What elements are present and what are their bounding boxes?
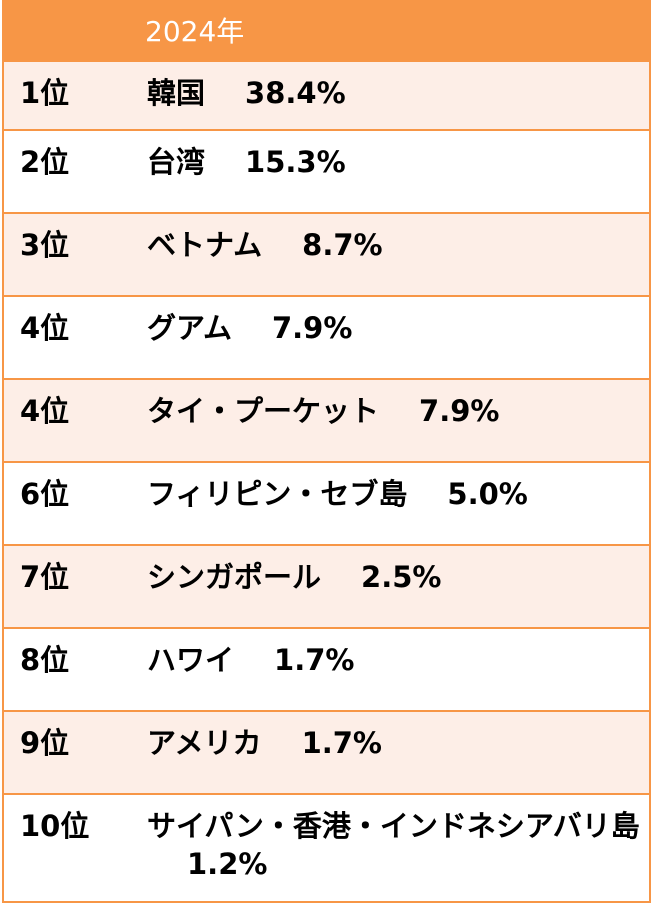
destination-name: ハワイ xyxy=(147,643,235,677)
table-row: 6位 フィリピン・セブ島 5.0% xyxy=(4,463,649,546)
destination-name: サイパン・香港・インドネシアバリ島 xyxy=(147,809,640,843)
share-value: 5.0% xyxy=(447,477,528,511)
rank-cell: 3位 xyxy=(20,228,70,262)
rank-cell: 1位 xyxy=(20,76,70,110)
table-row: 2位 台湾 15.3% xyxy=(4,131,649,214)
destination-cell: サイパン・香港・インドネシアバリ島 1.2% xyxy=(147,807,649,901)
destination-name: タイ・プーケット xyxy=(147,394,380,428)
destination-name: 韓国 xyxy=(147,76,206,110)
destination-name: シンガポール xyxy=(147,560,322,594)
rank-cell: 2位 xyxy=(20,145,70,179)
share-value: 7.9% xyxy=(271,311,353,345)
table-row: 4位 タイ・プーケット 7.9% xyxy=(4,380,649,463)
share-value: 1.7% xyxy=(274,643,355,677)
destination-cell: 台湾 15.3% xyxy=(147,143,649,212)
destination-name: アメリカ xyxy=(147,726,262,760)
share-value: 2.5% xyxy=(361,560,442,594)
share-value: 1.7% xyxy=(301,726,382,760)
destination-cell: アメリカ 1.7% xyxy=(147,724,649,793)
destination-cell: シンガポール 2.5% xyxy=(147,558,649,627)
rank-cell: 6位 xyxy=(20,477,70,511)
rank-cell: 7位 xyxy=(20,560,70,594)
year-header: 2024年 xyxy=(145,15,245,48)
share-value: 15.3% xyxy=(245,145,346,179)
table-row: 8位 ハワイ 1.7% xyxy=(4,629,649,712)
destination-name: ベトナム xyxy=(147,228,263,262)
rank-cell: 4位 xyxy=(20,394,70,428)
table-row: 9位 アメリカ 1.7% xyxy=(4,712,649,795)
share-value: 38.4% xyxy=(245,76,346,110)
table-row: 3位 ベトナム 8.7% xyxy=(4,214,649,297)
table-row: 10位 サイパン・香港・インドネシアバリ島 1.2% xyxy=(4,795,649,901)
share-value: 8.7% xyxy=(302,228,383,262)
rank-cell: 9位 xyxy=(20,726,70,760)
rank-cell: 10位 xyxy=(20,809,90,843)
table-row: 7位 シンガポール 2.5% xyxy=(4,546,649,629)
rank-cell: 8位 xyxy=(20,643,70,677)
destination-cell: タイ・プーケット 7.9% xyxy=(147,392,649,461)
table-header: 2024年 xyxy=(4,0,649,62)
rank-cell: 4位 xyxy=(20,311,70,345)
table-row: 1位 韓国 38.4% xyxy=(4,62,649,131)
destination-name: グアム xyxy=(147,311,232,345)
share-value: 1.2% xyxy=(187,847,268,881)
destination-cell: フィリピン・セブ島 5.0% xyxy=(147,475,649,544)
table-row: 4位 グアム 7.9% xyxy=(4,297,649,380)
share-value: 7.9% xyxy=(419,394,500,428)
destination-cell: 韓国 38.4% xyxy=(147,74,649,129)
destination-cell: ハワイ 1.7% xyxy=(147,641,649,710)
destination-cell: ベトナム 8.7% xyxy=(147,226,649,295)
destination-name: 台湾 xyxy=(147,145,206,179)
destination-cell: グアム 7.9% xyxy=(147,309,649,378)
destination-name: フィリピン・セブ島 xyxy=(147,477,408,511)
